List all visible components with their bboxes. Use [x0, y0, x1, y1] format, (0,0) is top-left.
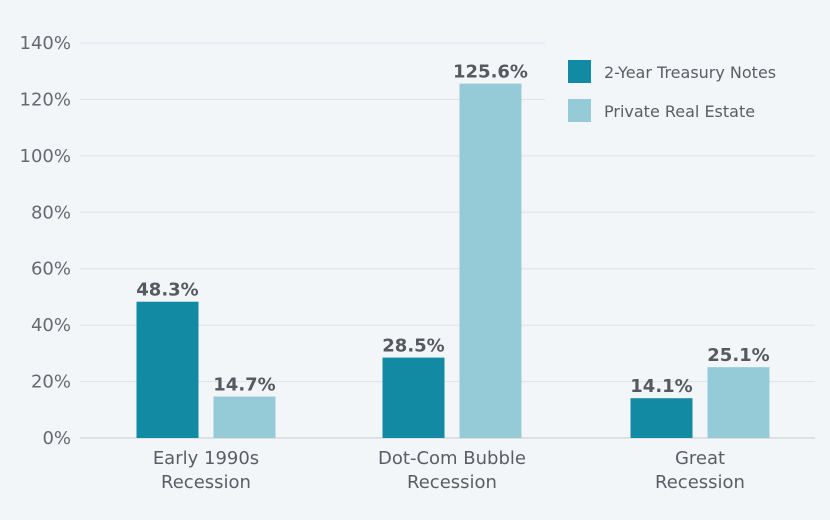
data-label: 14.1% [630, 376, 692, 397]
data-label: 28.5% [382, 336, 444, 357]
legend-label-real-estate: Private Real Estate [604, 102, 755, 121]
category-label: Recession [407, 472, 497, 493]
data-label: 125.6% [453, 62, 528, 83]
category-label: Great [675, 448, 725, 469]
y-tick-label: 60% [31, 259, 71, 280]
category-label: Recession [161, 472, 251, 493]
data-labels: 48.3% 14.7% 28.5% 125.6% 14.1% 25.1% [136, 62, 769, 398]
bar-real-estate-1 [459, 83, 522, 438]
y-axis-ticks: 0% 20% 40% 60% 80% 100% 120% 140% [20, 33, 71, 449]
category-labels: Early 1990s Recession Dot-Com Bubble Recess… [153, 448, 745, 493]
legend: 2-Year Treasury Notes Private Real Estat… [568, 60, 776, 122]
data-label: 14.7% [213, 375, 275, 396]
legend-swatch-real-estate [568, 99, 591, 122]
data-label: 25.1% [707, 345, 769, 366]
bar-real-estate-0 [213, 396, 276, 438]
category-label: Recession [655, 472, 745, 493]
legend-swatch-treasury [568, 60, 591, 83]
y-tick-label: 120% [20, 89, 71, 110]
category-label: Dot-Com Bubble [378, 448, 526, 469]
bar-real-estate-2 [707, 367, 770, 438]
y-tick-label: 40% [31, 315, 71, 336]
data-label: 48.3% [136, 280, 198, 301]
category-label: Early 1990s [153, 448, 259, 469]
bar-treasury-0 [136, 301, 199, 438]
legend-label-treasury: 2-Year Treasury Notes [604, 63, 776, 82]
gridlines [80, 42, 815, 439]
y-tick-label: 100% [20, 146, 71, 167]
bar-treasury-1 [382, 357, 445, 438]
y-tick-label: 140% [20, 33, 71, 54]
bars [136, 83, 770, 438]
y-tick-label: 20% [31, 372, 71, 393]
y-tick-label: 80% [31, 202, 71, 223]
y-tick-label: 0% [42, 428, 71, 449]
bar-treasury-2 [630, 398, 693, 438]
